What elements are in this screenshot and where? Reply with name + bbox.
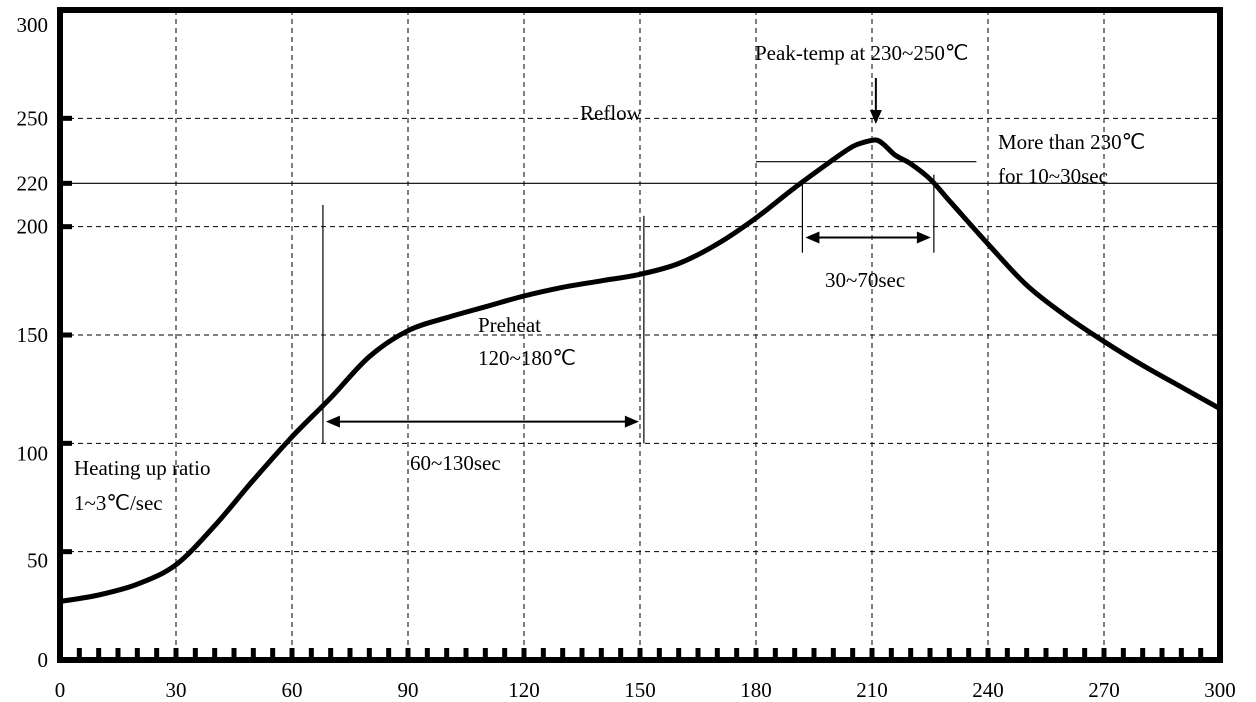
plot-frame (57, 7, 1223, 663)
y-tick-label-50: 50 (27, 549, 48, 573)
more-than-label-line2: for 10~30sec (998, 164, 1108, 188)
y-tick-label-250: 250 (17, 106, 49, 130)
peak-arrow-head (869, 110, 882, 124)
y-tick-label-100: 100 (17, 441, 49, 465)
heating-ratio-label-line2: 1~3℃/sec (74, 491, 163, 515)
heating-ratio-label-line1: Heating up ratio (74, 456, 210, 480)
x-tick-label-270: 270 (1088, 678, 1120, 702)
grid-lines (60, 10, 1220, 660)
x-tick-label-150: 150 (624, 678, 656, 702)
x-tick-label-210: 210 (856, 678, 888, 702)
temperature-curve-group (57, 137, 1223, 604)
reflow-time-arrow-head-left (805, 231, 820, 244)
x-tick-label-120: 120 (508, 678, 540, 702)
y-tick-labels: 0 50 100 150 200 220 250 300 (17, 13, 49, 672)
x-tick-label-30: 30 (166, 678, 187, 702)
x-tick-labels: 0 30 60 90 120 150 180 210 240 270 300 (55, 678, 1236, 702)
y-tick-label-150: 150 (17, 323, 49, 347)
y-tick-label-200: 200 (17, 215, 49, 239)
temperature-curve (57, 137, 1223, 604)
x-tick-label-180: 180 (740, 678, 772, 702)
reflow-label: Reflow (580, 101, 643, 125)
more-than-label-line1: More than 230℃ (998, 130, 1145, 154)
preheat-label-line1: Preheat (478, 313, 541, 337)
x-tick-label-90: 90 (398, 678, 419, 702)
preheat-time-arrow-head-left (325, 415, 340, 428)
tick-marks (60, 115, 1204, 660)
preheat-time-label: 60~130sec (410, 451, 501, 475)
y-tick-label-0: 0 (38, 648, 49, 672)
y-tick-label-220: 220 (17, 171, 49, 195)
preheat-label-line2: 120~180℃ (478, 346, 576, 370)
x-tick-label-0: 0 (55, 678, 66, 702)
x-tick-label-300: 300 (1204, 678, 1236, 702)
x-tick-label-240: 240 (972, 678, 1004, 702)
reflow-time-arrow-head-right (916, 231, 931, 244)
preheat-time-arrow-head-right (624, 415, 639, 428)
dwell-time-label: 30~70sec (825, 268, 905, 292)
x-tick-label-60: 60 (282, 678, 303, 702)
y-tick-label-300: 300 (17, 13, 49, 37)
peak-temp-label: Peak-temp at 230~250℃ (755, 41, 968, 65)
dimension-arrows (325, 78, 931, 428)
